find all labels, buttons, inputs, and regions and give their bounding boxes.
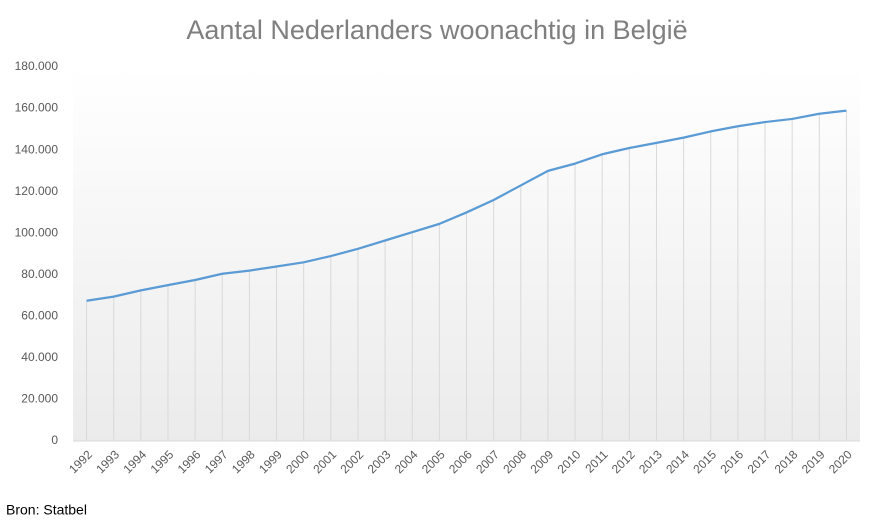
x-tick-label: 2000 xyxy=(283,447,312,476)
x-tick-label: 1998 xyxy=(229,447,258,476)
x-tick-label: 2010 xyxy=(555,447,584,476)
y-tick-label: 20.000 xyxy=(21,392,58,406)
y-tick-label: 180.000 xyxy=(15,59,59,73)
x-tick-label: 2004 xyxy=(392,447,421,476)
x-tick-label: 1999 xyxy=(256,447,285,476)
x-tick-label: 1993 xyxy=(93,447,122,476)
x-tick-label: 2009 xyxy=(527,447,556,476)
x-tick-label: 2020 xyxy=(826,447,855,476)
y-tick-label: 40.000 xyxy=(21,350,58,364)
y-tick-label: 120.000 xyxy=(15,184,59,198)
x-tick-label: 2013 xyxy=(636,447,665,476)
x-tick-label: 2011 xyxy=(582,447,610,475)
y-tick-label: 0 xyxy=(51,433,58,447)
x-tick-label: 2014 xyxy=(663,447,692,476)
source: Bron: Statbel xyxy=(6,502,87,518)
x-tick-label: 2003 xyxy=(365,447,394,476)
x-tick-label: 2005 xyxy=(419,447,448,476)
x-tick-label: 2019 xyxy=(799,447,828,476)
x-tick-label: 2007 xyxy=(473,447,502,476)
y-tick-label: 100.000 xyxy=(15,225,59,239)
x-tick-label: 1996 xyxy=(175,447,204,476)
data-line xyxy=(86,109,847,302)
x-tick-label: 2018 xyxy=(772,447,801,476)
x-tick-label: 2016 xyxy=(717,447,746,476)
x-tick-label: 2008 xyxy=(500,447,529,476)
y-tick-label: 160.000 xyxy=(15,101,59,115)
y-tick-label: 140.000 xyxy=(15,142,59,156)
x-tick-label: 2012 xyxy=(609,447,638,476)
x-tick-label: 2001 xyxy=(310,447,339,476)
chart-title: Aantal Nederlanders woonachtig in België xyxy=(186,15,687,45)
y-tick-label: 60.000 xyxy=(21,309,58,323)
x-tick-label: 1992 xyxy=(66,447,95,476)
x-tick-label: 2006 xyxy=(446,447,475,476)
x-tick-label: 2015 xyxy=(690,447,719,476)
x-tick-label: 2017 xyxy=(745,447,774,476)
x-tick-label: 2002 xyxy=(338,447,367,476)
x-tick-label: 1995 xyxy=(148,447,177,476)
x-tick-label: 1997 xyxy=(202,447,231,476)
x-tick-label: 1994 xyxy=(120,447,149,476)
y-tick-label: 80.000 xyxy=(21,267,58,281)
